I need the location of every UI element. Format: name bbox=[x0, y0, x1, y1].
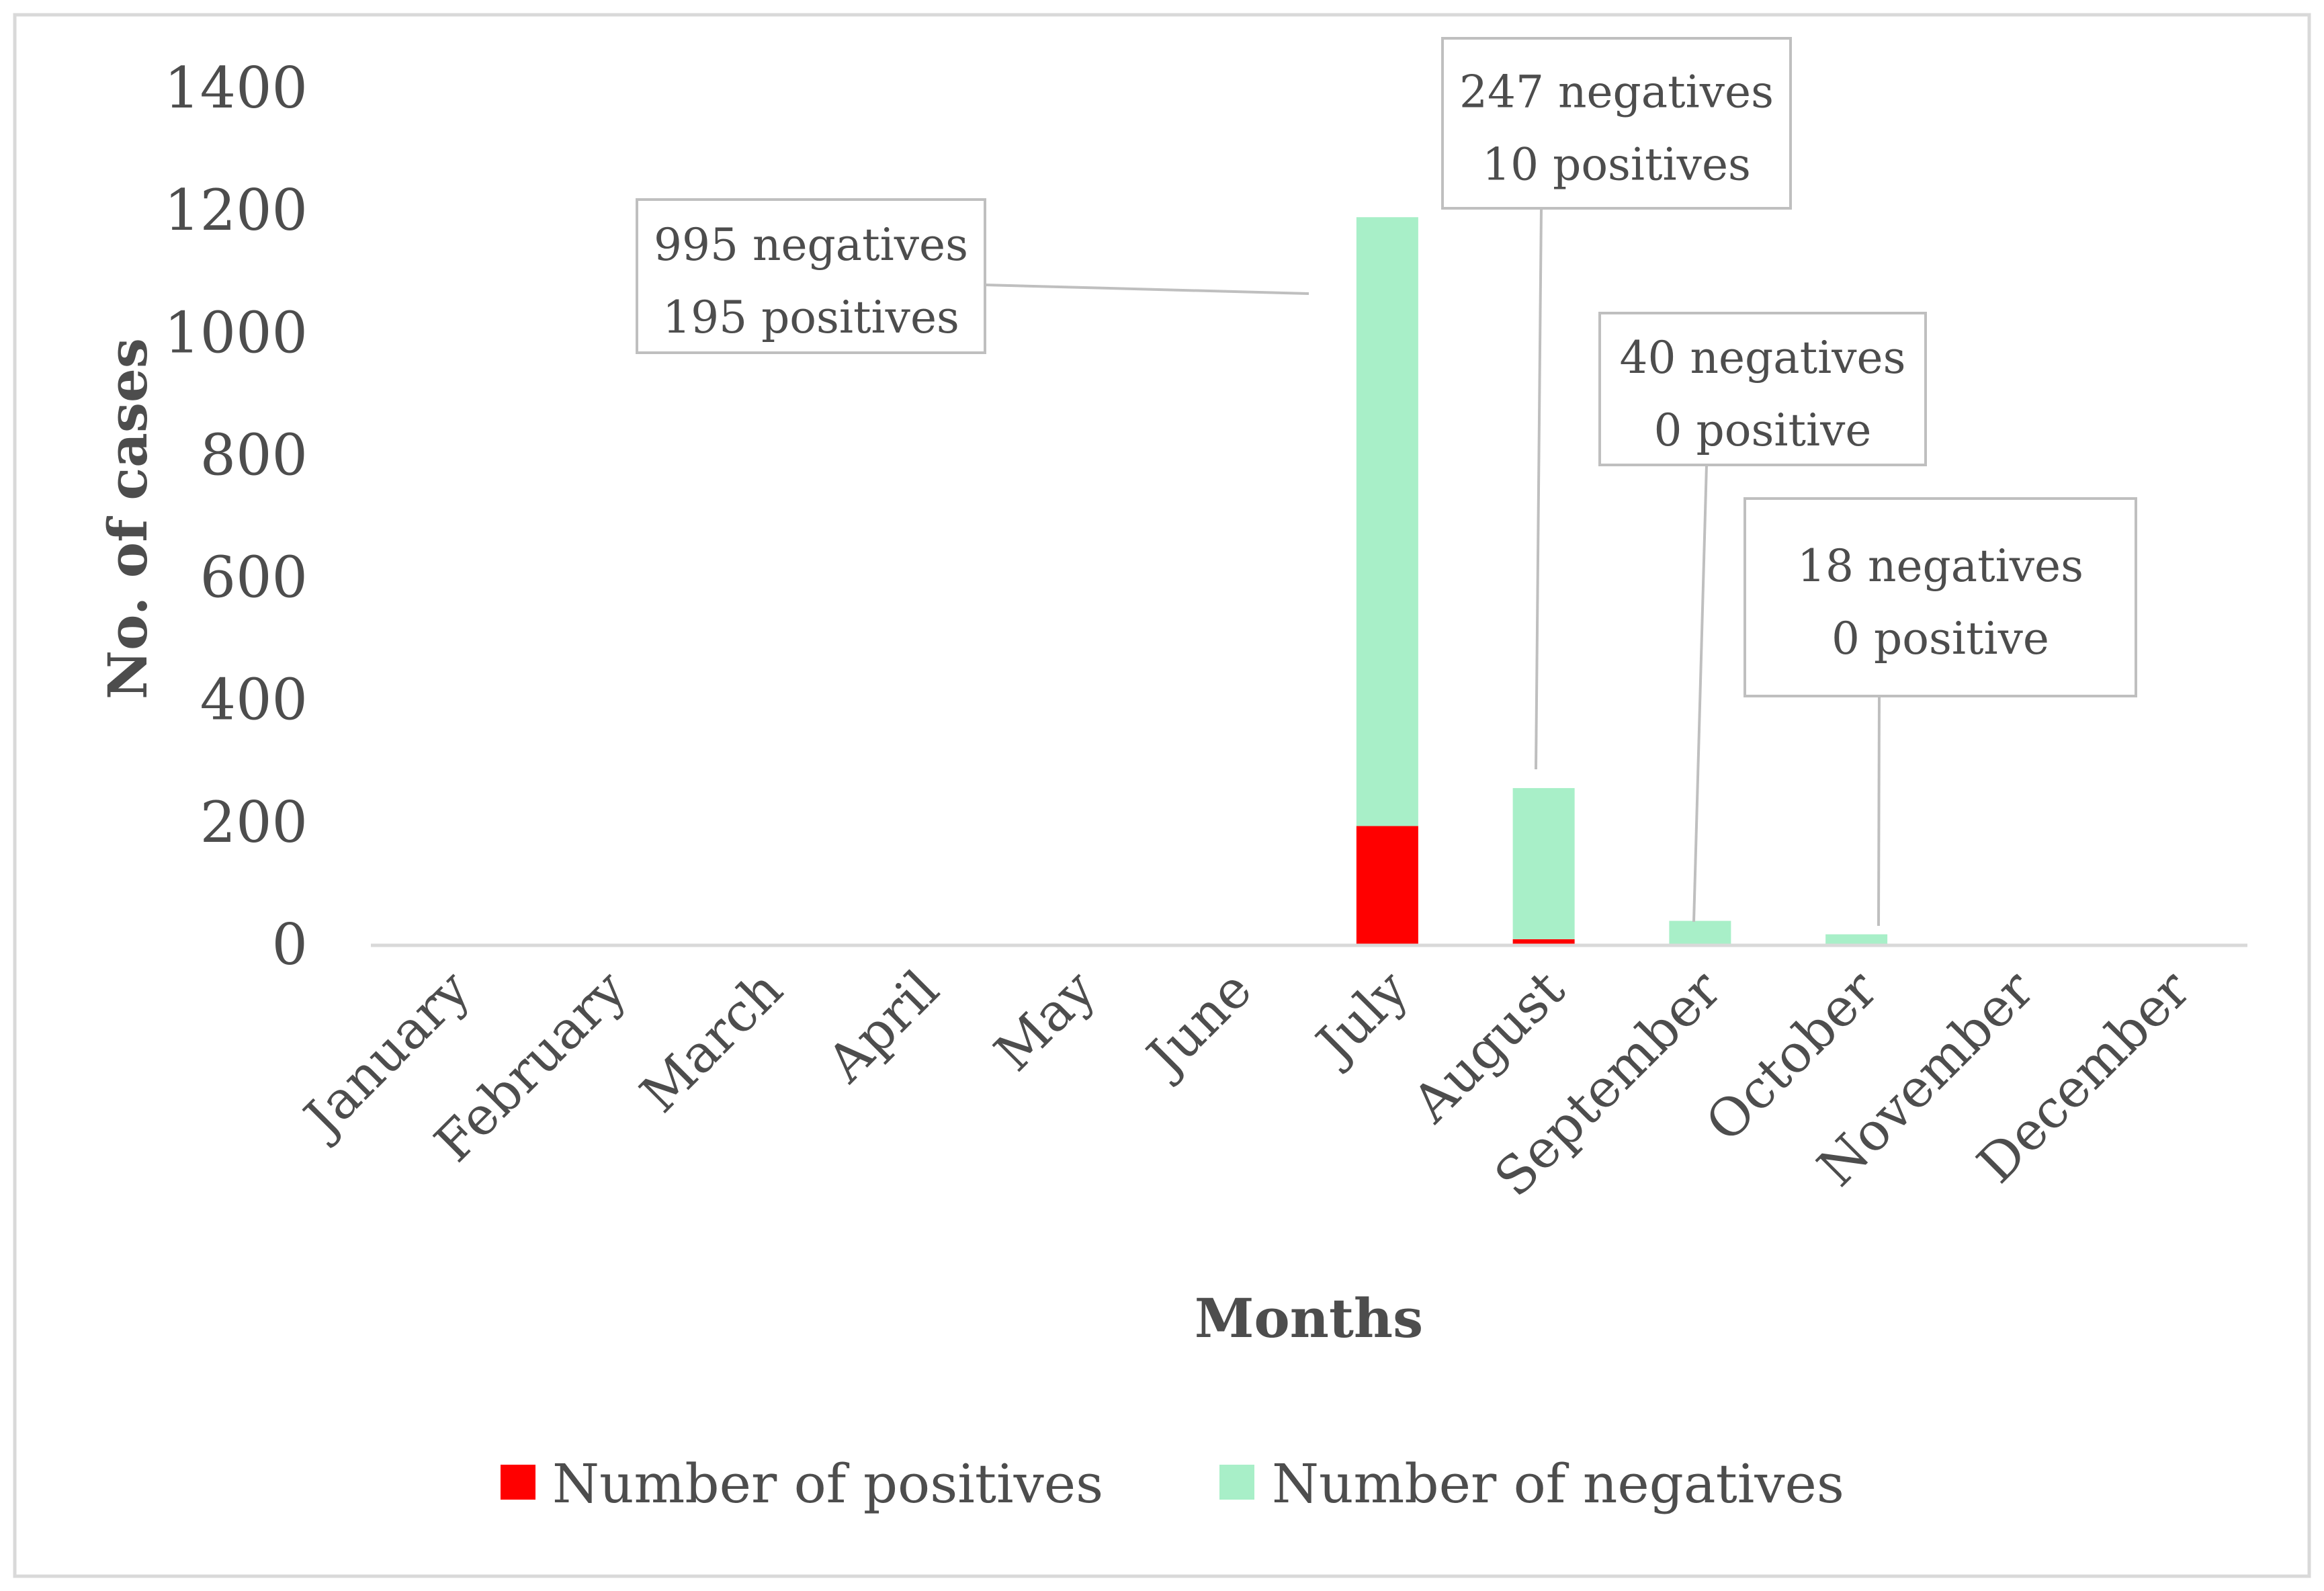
bar-negatives-september bbox=[1669, 920, 1731, 945]
annotations-group: 995 negatives 195 positives 247 negatives 1… bbox=[636, 37, 2137, 927]
legend-swatch bbox=[501, 1465, 535, 1500]
annotation-line1: 40 negatives bbox=[1620, 332, 1906, 384]
annotation-line1: 247 negatives bbox=[1459, 67, 1774, 118]
annotation-box bbox=[1598, 312, 1927, 466]
annotation-leader-line bbox=[984, 284, 1309, 295]
annotation-box bbox=[636, 198, 986, 354]
annotation-line2: 195 positives bbox=[662, 292, 959, 343]
y-tick-label: 200 bbox=[200, 789, 308, 855]
y-tick-label: 400 bbox=[200, 667, 308, 733]
annotation-line2: 0 positive bbox=[1832, 613, 2049, 664]
y-tick-label: 0 bbox=[272, 912, 308, 978]
legend-label: Number of negatives bbox=[1272, 1453, 1844, 1515]
y-tick-label: 1000 bbox=[164, 300, 308, 366]
y-tick-label: 800 bbox=[200, 422, 308, 488]
y-axis-title: No. of cases bbox=[96, 338, 159, 699]
annotation-box bbox=[1441, 37, 1792, 210]
legend-swatch bbox=[1219, 1465, 1254, 1500]
annotation-line2: 10 positives bbox=[1482, 139, 1751, 191]
x-axis-title: Months bbox=[1195, 1287, 1423, 1350]
annotation-line2: 0 positive bbox=[1654, 404, 1872, 456]
y-tick-label: 600 bbox=[200, 545, 308, 611]
bars-group bbox=[1356, 217, 1888, 945]
bar-negatives-august bbox=[1512, 787, 1575, 939]
legend: Number of positives Number of negatives bbox=[501, 1453, 1844, 1515]
annotation-box bbox=[1744, 497, 2137, 697]
bar-positives-august bbox=[1512, 939, 1575, 945]
annotation-leader-line bbox=[1535, 208, 1543, 770]
legend-label: Number of positives bbox=[552, 1453, 1103, 1515]
y-tick-label: 1400 bbox=[164, 55, 308, 121]
y-axis-ticks: 0 200 400 600 800 1000 1200 1400 bbox=[164, 55, 308, 978]
annotation-leader-line bbox=[1692, 464, 1708, 922]
annotation-line1: 995 negatives bbox=[654, 219, 968, 271]
annotation-line1: 18 negatives bbox=[1797, 540, 2083, 592]
chart-border bbox=[13, 13, 2311, 1578]
y-tick-label: 1200 bbox=[164, 177, 308, 243]
bar-negatives-july bbox=[1356, 217, 1418, 826]
bar-positives-july bbox=[1356, 826, 1418, 945]
bar-negatives-october bbox=[1825, 934, 1888, 945]
